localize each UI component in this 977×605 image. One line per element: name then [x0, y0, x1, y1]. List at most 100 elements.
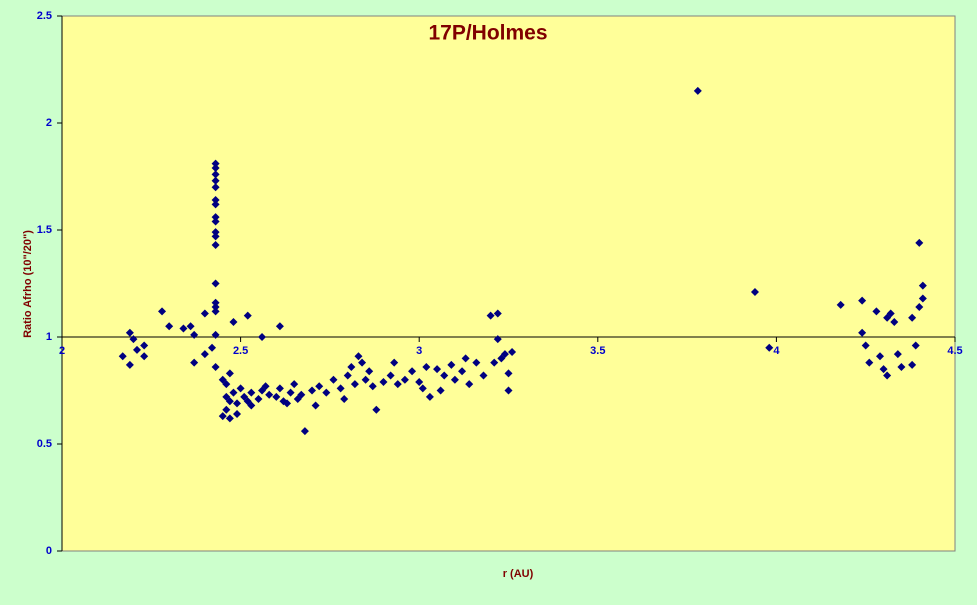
data-point: [218, 412, 227, 421]
data-point: [493, 335, 502, 344]
data-point: [365, 367, 374, 376]
data-point: [465, 380, 474, 389]
data-point: [261, 382, 270, 391]
data-point: [918, 281, 927, 290]
data-point: [286, 388, 295, 397]
data-point: [875, 352, 884, 361]
data-point: [125, 328, 134, 337]
data-point: [490, 358, 499, 367]
data-point: [386, 371, 395, 380]
data-point: [165, 322, 174, 331]
data-point: [211, 183, 220, 192]
data-point: [218, 375, 227, 384]
data-point: [118, 352, 127, 361]
data-point: [504, 369, 513, 378]
chart-title: 17P/Holmes: [428, 22, 547, 45]
data-point: [390, 358, 399, 367]
data-point: [211, 362, 220, 371]
data-point: [400, 375, 409, 384]
data-point: [440, 371, 449, 380]
data-point: [436, 386, 445, 395]
data-point: [361, 375, 370, 384]
data-point: [211, 240, 220, 249]
data-point: [211, 298, 220, 307]
y-tick-label: 1: [46, 331, 52, 343]
data-point: [200, 350, 209, 359]
data-point: [872, 307, 881, 316]
data-point: [275, 384, 284, 393]
data-point: [897, 362, 906, 371]
data-point: [315, 382, 324, 391]
data-point: [350, 380, 359, 389]
data-point: [229, 388, 238, 397]
data-point: [450, 375, 459, 384]
data-point: [211, 176, 220, 185]
data-point: [693, 86, 702, 95]
data-point: [211, 330, 220, 339]
data-point: [504, 386, 513, 395]
data-point: [211, 232, 220, 241]
y-tick-label: 2.5: [37, 10, 52, 22]
data-point: [293, 395, 302, 404]
data-point: [233, 410, 242, 419]
data-point: [129, 335, 138, 344]
data-point: [258, 333, 267, 341]
data-point: [322, 388, 331, 397]
data-point: [311, 401, 320, 410]
data-point: [211, 200, 220, 209]
data-point: [211, 163, 220, 172]
data-point: [893, 350, 902, 359]
data-point: [179, 324, 188, 333]
data-point: [290, 380, 299, 389]
y-tick-label: 2: [46, 117, 52, 129]
data-point: [347, 362, 356, 371]
data-point: [393, 380, 402, 389]
x-tick-label: 4.5: [947, 345, 962, 357]
data-point: [918, 294, 927, 303]
data-point: [158, 307, 167, 316]
data-point: [358, 358, 367, 367]
y-axis-label: Ratio Afrho (10"/20"): [22, 230, 34, 338]
data-point: [133, 345, 142, 354]
data-point: [125, 360, 134, 369]
data-point: [911, 341, 920, 350]
data-point: [140, 341, 149, 350]
x-tick-label: 3.5: [590, 345, 605, 357]
data-point: [890, 318, 899, 327]
data-point: [283, 399, 292, 408]
data-point: [908, 313, 917, 322]
data-point: [329, 375, 338, 384]
data-point: [354, 352, 363, 361]
data-point: [861, 341, 870, 350]
data-point: [211, 307, 220, 316]
x-tick-label: 3: [416, 345, 422, 357]
data-point: [272, 392, 281, 401]
data-point: [300, 427, 309, 436]
data-point: [425, 392, 434, 401]
data-point: [275, 322, 284, 331]
data-point: [236, 384, 245, 393]
data-point: [211, 170, 220, 179]
data-point: [225, 397, 234, 406]
data-point: [243, 311, 252, 320]
data-point: [140, 352, 149, 361]
data-point: [836, 300, 845, 309]
data-point: [186, 322, 195, 331]
data-point: [265, 390, 274, 399]
data-point: [233, 399, 242, 408]
data-point: [208, 343, 217, 352]
data-point: [422, 362, 431, 371]
data-point: [858, 296, 867, 305]
data-point: [472, 358, 481, 367]
data-point: [493, 309, 502, 318]
y-tick-label: 0: [46, 545, 52, 557]
data-point: [379, 377, 388, 386]
data-point: [418, 384, 427, 393]
data-point: [211, 303, 220, 312]
plot-area: [61, 15, 956, 552]
data-point: [254, 395, 263, 404]
data-point: [479, 371, 488, 380]
data-point: [447, 360, 456, 369]
data-point: [308, 386, 317, 395]
